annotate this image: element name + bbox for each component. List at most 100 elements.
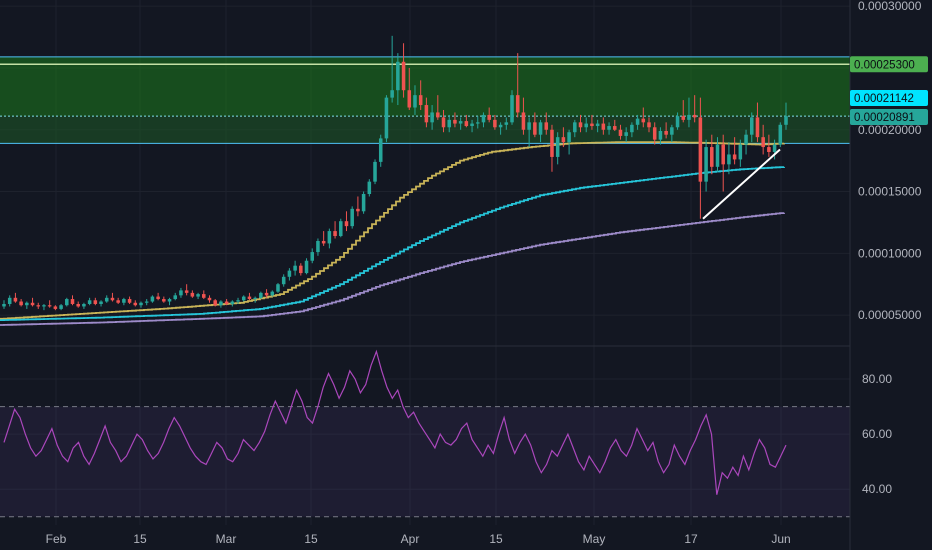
- candle-body: [247, 296, 252, 300]
- candle-body: [144, 301, 149, 303]
- candle-body: [156, 296, 160, 300]
- candle-body: [378, 138, 383, 162]
- candle-body: [778, 124, 783, 145]
- candle-body: [264, 292, 269, 296]
- candle-body: [230, 301, 235, 304]
- candle-body: [373, 161, 377, 182]
- candle-body: [70, 299, 75, 304]
- candle-body: [772, 144, 777, 152]
- candle-body: [647, 122, 651, 128]
- candle-body: [767, 147, 771, 152]
- candle-body: [692, 114, 697, 118]
- rsi-tick: 80.00: [862, 372, 892, 386]
- candle-body: [281, 276, 286, 285]
- candle-body: [36, 305, 41, 307]
- candle-body: [213, 300, 217, 306]
- time-tick: Feb: [46, 532, 67, 546]
- moving-averages: [0, 141, 785, 326]
- candle-body: [527, 122, 531, 130]
- candle-body: [515, 95, 520, 113]
- time-tick: May: [583, 532, 606, 546]
- candle-body: [276, 284, 280, 292]
- candle-body: [339, 221, 343, 237]
- price-tick: 0.00020000: [858, 123, 922, 137]
- rsi-tick: 40.00: [862, 482, 892, 496]
- candle-body: [493, 119, 497, 128]
- price-tag-bg: [850, 109, 928, 125]
- candle-body: [447, 119, 451, 128]
- candle-body: [42, 305, 46, 307]
- candle-body: [133, 302, 138, 306]
- candle-body: [30, 302, 35, 306]
- candle-body: [475, 122, 480, 124]
- time-axis[interactable]: Feb 15 Mar 15 Apr 15 May 17 Jun: [46, 532, 791, 546]
- candle-body: [139, 302, 143, 306]
- candle-body: [573, 122, 577, 133]
- candle-body: [327, 231, 332, 244]
- moving-average-line: [0, 166, 785, 321]
- candle-body: [732, 154, 737, 160]
- candle-body: [196, 294, 200, 297]
- candle-body: [755, 117, 760, 138]
- candle-body: [310, 252, 315, 261]
- candle-body: [698, 117, 703, 182]
- time-tick: 15: [489, 532, 503, 546]
- candle-body: [630, 124, 634, 133]
- candle-body: [87, 300, 92, 304]
- time-tick: 17: [684, 532, 698, 546]
- candle-body: [104, 297, 109, 302]
- candle-body: [293, 265, 297, 271]
- candle-body: [664, 130, 668, 135]
- trend-line[interactable]: [702, 148, 781, 220]
- candle-body: [7, 297, 12, 304]
- candle-body: [744, 134, 748, 145]
- candle-body: [555, 137, 560, 157]
- moving-average-line: [0, 212, 785, 326]
- candle-body: [270, 291, 275, 296]
- candle-body: [761, 137, 765, 148]
- candle-body: [127, 299, 132, 303]
- candle-body: [590, 123, 594, 127]
- time-tick: Jun: [771, 532, 790, 546]
- price-tag-label: 0.00020891: [854, 112, 915, 124]
- candle-body: [202, 294, 206, 298]
- candle-body: [481, 114, 486, 123]
- candle-body: [487, 114, 491, 120]
- candle-body: [441, 117, 446, 128]
- candle-body: [179, 290, 183, 296]
- candle-body: [82, 303, 86, 307]
- candle-body: [396, 61, 400, 91]
- candle-body: [110, 297, 115, 301]
- candle-body: [224, 301, 229, 304]
- price-tick: 0.00015000: [858, 185, 922, 199]
- candle-body: [715, 144, 720, 167]
- candle-body: [59, 305, 63, 309]
- candle-body: [710, 147, 714, 167]
- candle-body: [504, 122, 509, 125]
- candle-body: [470, 123, 474, 127]
- moving-average-line: [0, 141, 785, 320]
- rsi-axis[interactable]: 80.00 60.00 40.00: [862, 372, 892, 496]
- price-tags: 0.00025300 0.00021142 0.00020891: [850, 56, 928, 125]
- candle-body: [2, 303, 6, 307]
- candle-body: [76, 303, 80, 307]
- candle-body: [727, 154, 731, 165]
- rsi-tick: 60.00: [862, 427, 892, 441]
- candle-body: [424, 105, 429, 123]
- candle-body: [567, 132, 571, 143]
- candle-body: [173, 295, 178, 300]
- candle-body: [167, 299, 172, 302]
- candle-body: [93, 300, 98, 304]
- candle-body: [350, 208, 354, 227]
- candle-body: [687, 114, 691, 120]
- candle-body: [670, 127, 674, 135]
- candle-body: [47, 305, 52, 307]
- candle-body: [453, 119, 457, 124]
- candle-body: [658, 130, 663, 140]
- candle-body: [53, 306, 58, 309]
- candle-body: [384, 97, 389, 139]
- candle-body: [150, 296, 155, 302]
- price-tick: 0.00005000: [858, 308, 922, 322]
- candle-body: [407, 90, 412, 108]
- candle-body: [162, 299, 166, 302]
